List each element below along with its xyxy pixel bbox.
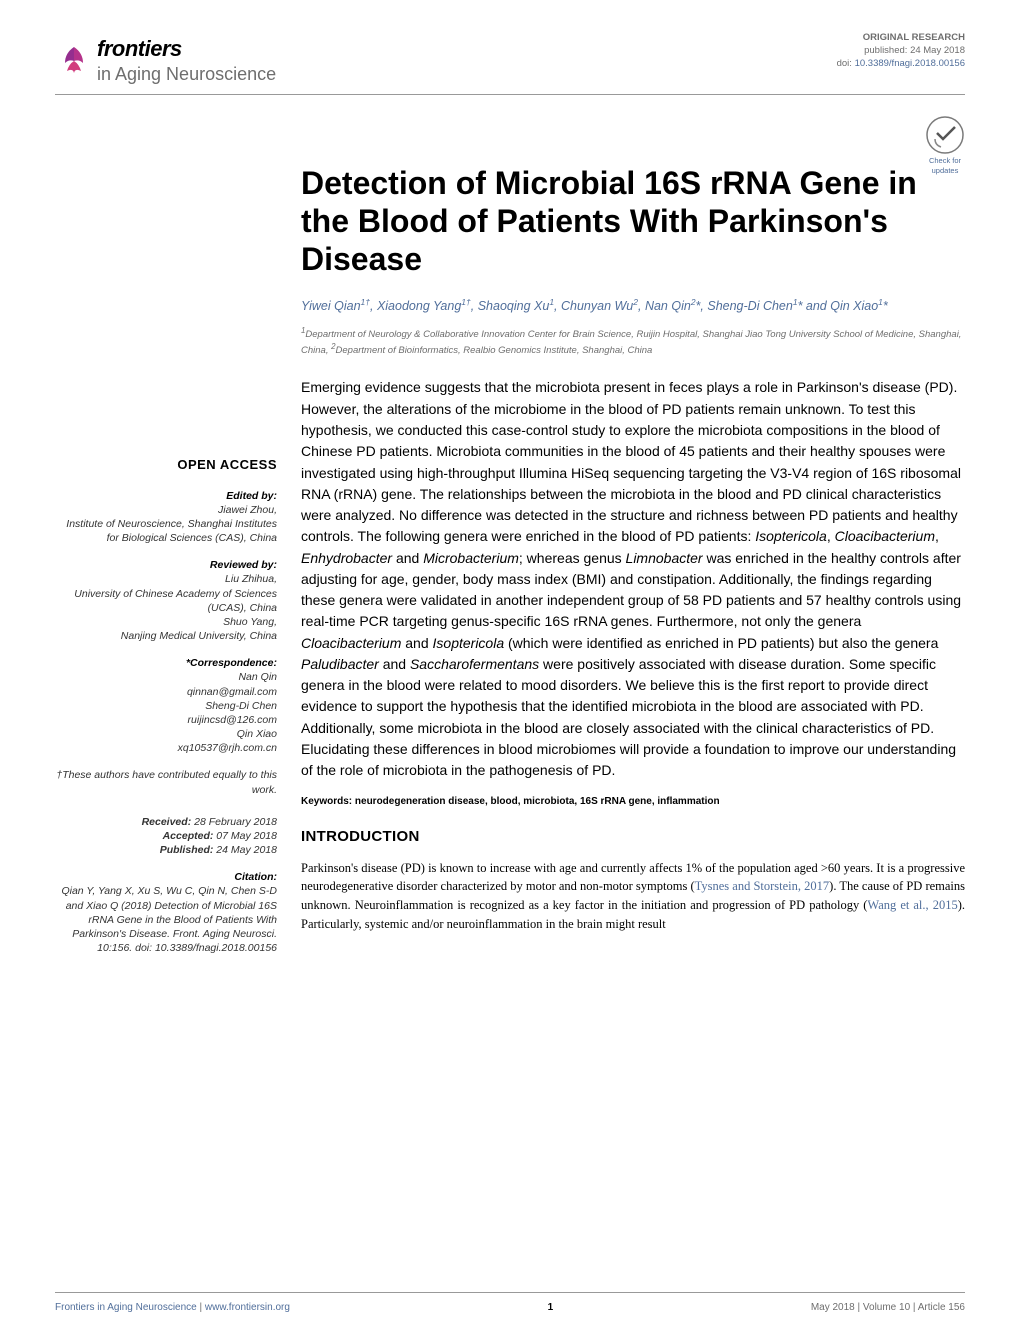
citation-label: Citation: [55, 870, 277, 884]
check-updates-icon [925, 115, 965, 155]
published-date: 24 May 2018 [910, 45, 965, 56]
introduction-paragraph: Parkinson's disease (PD) is known to inc… [301, 859, 965, 934]
corr-2-name: Sheng-Di Chen [55, 699, 277, 713]
journal-logo: frontiers in Aging Neuroscience [55, 32, 276, 88]
edited-by-name: Jiawei Zhou, [55, 503, 277, 517]
accepted-label: Accepted: [163, 830, 214, 842]
check-for-updates[interactable]: Check for updates [925, 115, 965, 176]
corr-3-name: Qin Xiao [55, 727, 277, 741]
logo-journal-name: in Aging Neuroscience [97, 61, 276, 88]
page-footer: Frontiers in Aging Neuroscience | www.fr… [55, 1292, 965, 1315]
reviewer-2-aff: Nanjing Medical University, China [55, 629, 277, 643]
footer-right: May 2018 | Volume 10 | Article 156 [811, 1300, 965, 1315]
equal-contribution-note: †These authors have contributed equally … [55, 768, 277, 796]
correspondence-block: *Correspondence: Nan Qin qinnan@gmail.co… [55, 656, 277, 755]
corr-1-email: qinnan@gmail.com [55, 685, 277, 699]
doi-label: doi: [837, 58, 852, 69]
footer-left: Frontiers in Aging Neuroscience | www.fr… [55, 1300, 290, 1315]
published-date-side: 24 May 2018 [216, 844, 277, 856]
check-updates-label-2: updates [925, 167, 965, 175]
reviewer-1-name: Liu Zhihua, [55, 572, 277, 586]
accepted-date: 07 May 2018 [216, 830, 277, 842]
article-type: ORIGINAL RESEARCH [837, 32, 965, 45]
authors-list: Yiwei Qian1†, Xiaodong Yang1†, Shaoqing … [301, 296, 965, 315]
published-line: published: 24 May 2018 [837, 45, 965, 58]
doi-line: doi: 10.3389/fnagi.2018.00156 [837, 58, 965, 71]
footer-journal-link[interactable]: Frontiers in Aging Neuroscience [55, 1302, 197, 1313]
corr-1-name: Nan Qin [55, 670, 277, 684]
accepted-line: Accepted: 07 May 2018 [55, 829, 277, 843]
header-rule [55, 94, 965, 95]
dates-block: Received: 28 February 2018 Accepted: 07 … [55, 815, 277, 858]
reviewed-by-block: Reviewed by: Liu Zhihua, University of C… [55, 558, 277, 643]
footer-site-link[interactable]: www.frontiersin.org [205, 1302, 290, 1313]
correspondence-label: *Correspondence: [55, 656, 277, 670]
published-label: published: [864, 45, 907, 56]
page-header: frontiers in Aging Neuroscience ORIGINAL… [55, 32, 965, 88]
check-updates-label-1: Check for [925, 157, 965, 165]
open-access-label: OPEN ACCESS [55, 455, 277, 475]
article-meta-top: ORIGINAL RESEARCH published: 24 May 2018… [837, 32, 965, 70]
journal-logo-text: frontiers in Aging Neuroscience [97, 32, 276, 88]
main-content: Detection of Microbial 16S rRNA Gene in … [301, 165, 965, 968]
section-heading-introduction: INTRODUCTION [301, 826, 965, 849]
corr-2-email: ruijincsd@126.com [55, 713, 277, 727]
citation-text: Qian Y, Yang X, Xu S, Wu C, Qin N, Chen … [55, 884, 277, 955]
published-line-side: Published: 24 May 2018 [55, 843, 277, 857]
published-label-side: Published: [160, 844, 214, 856]
received-date: 28 February 2018 [194, 816, 277, 828]
citation-block: Citation: Qian Y, Yang X, Xu S, Wu C, Qi… [55, 870, 277, 955]
corr-3-email: xq10537@rjh.com.cn [55, 741, 277, 755]
abstract: Emerging evidence suggests that the micr… [301, 377, 965, 781]
footer-page-number: 1 [548, 1300, 554, 1315]
frontiers-logo-icon [55, 41, 93, 79]
affiliations: 1Department of Neurology & Collaborative… [301, 326, 965, 358]
received-line: Received: 28 February 2018 [55, 815, 277, 829]
article-title: Detection of Microbial 16S rRNA Gene in … [301, 165, 965, 278]
edited-by-aff: Institute of Neuroscience, Shanghai Inst… [55, 517, 277, 545]
footer-sep: | [197, 1302, 205, 1313]
edited-by-label: Edited by: [55, 489, 277, 503]
doi-link[interactable]: 10.3389/fnagi.2018.00156 [855, 58, 965, 69]
received-label: Received: [142, 816, 192, 828]
sidebar-metadata: OPEN ACCESS Edited by: Jiawei Zhou, Inst… [55, 165, 277, 968]
edited-by-block: Edited by: Jiawei Zhou, Institute of Neu… [55, 489, 277, 546]
keywords: Keywords: neurodegeneration disease, blo… [301, 795, 965, 809]
reviewed-by-label: Reviewed by: [55, 558, 277, 572]
reviewer-2-name: Shuo Yang, [55, 615, 277, 629]
reviewer-1-aff: University of Chinese Academy of Science… [55, 587, 277, 615]
